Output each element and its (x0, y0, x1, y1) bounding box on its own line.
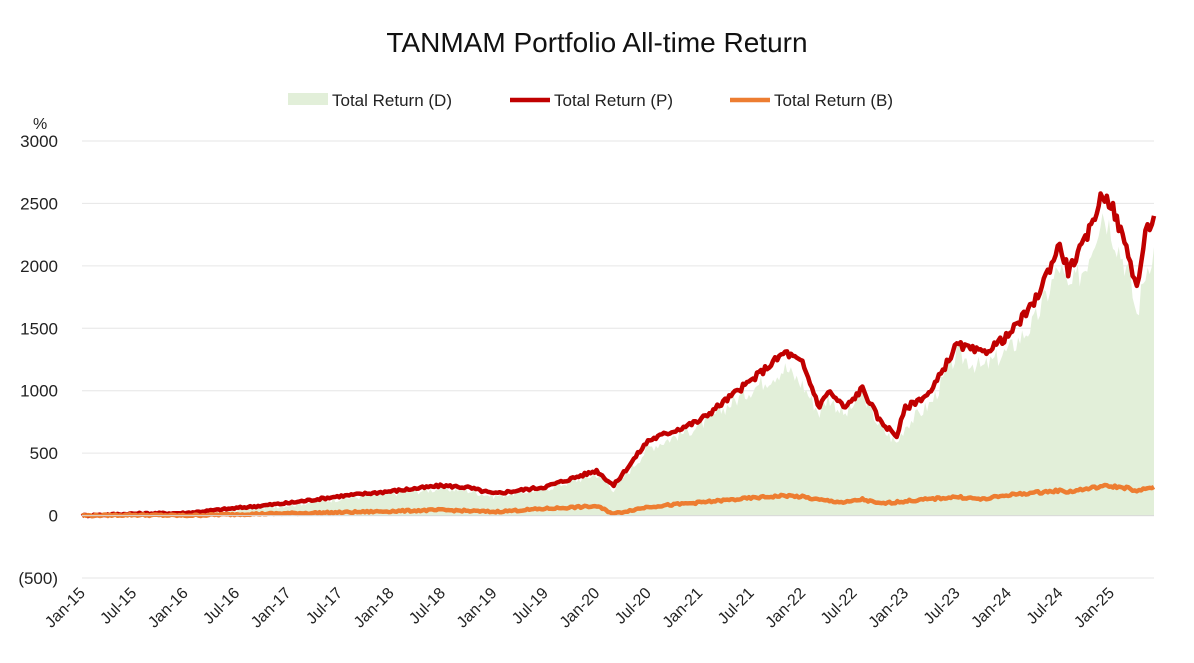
x-tick-label: Jan-24 (968, 585, 1015, 632)
x-tick-label: Jul-21 (715, 585, 758, 628)
y-tick-label: 3000 (20, 132, 58, 151)
x-tick-label: Jul-20 (612, 585, 655, 628)
x-tick-label: Jan-16 (145, 585, 192, 632)
x-tick-label: Jul-24 (1024, 585, 1067, 628)
chart-title: TANMAM Portfolio All-time Return (386, 27, 807, 58)
y-tick-label: (500) (18, 569, 58, 588)
x-tick-label: Jul-23 (921, 585, 964, 628)
series-line-total-return-b (81, 482, 1156, 519)
x-tick-label: Jul-17 (303, 585, 346, 628)
x-tick-label: Jul-22 (818, 585, 861, 628)
x-tick-label: Jan-15 (42, 585, 89, 632)
x-tick-label: Jan-25 (1071, 585, 1118, 632)
y-tick-label: 1000 (20, 382, 58, 401)
legend-label-d: Total Return (D) (332, 91, 452, 110)
y-axis-unit: % (33, 116, 47, 133)
series-area-total-return-d (82, 213, 1154, 518)
x-tick-label: Jan-21 (660, 585, 707, 632)
x-tick-label: Jul-16 (200, 585, 243, 628)
y-tick-label: 500 (30, 444, 58, 463)
legend-label-b: Total Return (B) (774, 91, 893, 110)
y-axis-ticks: 3000 2500 2000 1500 1000 500 0 (500) (18, 132, 58, 588)
x-axis-ticks: Jan-15 Jul-15 Jan-16 Jul-16 Jan-17 Jul-17 Jan-… (42, 585, 1118, 632)
x-tick-label: Jul-15 (97, 585, 140, 628)
x-tick-label: Jan-22 (763, 585, 810, 632)
x-tick-label: Jul-19 (509, 585, 552, 628)
y-tick-label: 1500 (20, 319, 58, 338)
x-tick-label: Jan-18 (351, 585, 398, 632)
x-tick-label: Jan-20 (557, 585, 604, 632)
x-tick-label: Jan-17 (248, 585, 295, 632)
plot-area (80, 191, 1157, 519)
legend: Total Return (D) Total Return (P) Total … (288, 91, 893, 110)
y-tick-label: 0 (49, 507, 58, 526)
legend-label-p: Total Return (P) (554, 91, 673, 110)
x-tick-label: Jan-23 (866, 585, 913, 632)
x-tick-label: Jan-19 (454, 585, 501, 632)
y-tick-label: 2500 (20, 194, 58, 213)
series-line-total-return-p (80, 191, 1157, 519)
legend-swatch-area-d (288, 93, 328, 105)
x-tick-label: Jul-18 (406, 585, 449, 628)
y-tick-label: 2000 (20, 257, 58, 276)
